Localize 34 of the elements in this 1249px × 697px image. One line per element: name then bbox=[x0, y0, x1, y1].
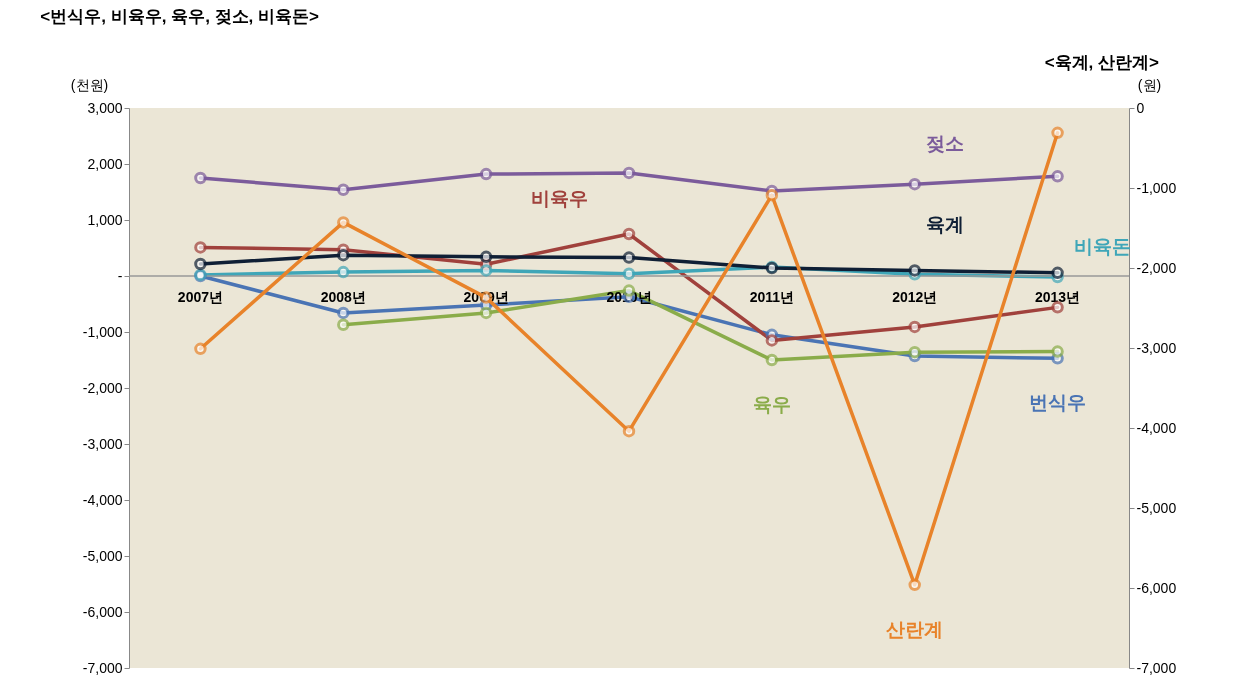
text: <육계, 산란계> bbox=[1044, 53, 1160, 72]
x-tick-label: 2013년 bbox=[1034, 289, 1081, 305]
y2-tick-label: -7,000 bbox=[1136, 659, 1177, 676]
y2-tick-label: -6,000 bbox=[1136, 579, 1177, 596]
series-label: 젖소 bbox=[925, 133, 964, 155]
y2-tick-label: -5,000 bbox=[1136, 499, 1177, 516]
y2-tick-label: -1,000 bbox=[1136, 179, 1177, 196]
y-tick-label: -2,000 bbox=[82, 379, 123, 396]
x-tick-label: 2011년 bbox=[749, 289, 795, 305]
y2-tick-label: -2,000 bbox=[1136, 259, 1177, 276]
y-tick-label: - bbox=[117, 267, 123, 284]
y-tick-label: 2,000 bbox=[87, 155, 123, 172]
y-tick-label: -3,000 bbox=[82, 435, 123, 452]
y-tick-label: 1,000 bbox=[87, 211, 123, 228]
x-tick-label: 2012년 bbox=[892, 289, 938, 305]
y2-axis-title: (원) bbox=[1137, 76, 1162, 93]
text: 산란계 bbox=[886, 618, 944, 640]
x-tick-label: 2007년 bbox=[177, 289, 224, 305]
series-label: 육계 bbox=[925, 214, 964, 236]
series-label: 육우 bbox=[752, 394, 791, 415]
chart-title: <번식우, 비육우, 육우, 젖소, 비육돈> bbox=[40, 7, 320, 26]
y-tick-label: -6,000 bbox=[82, 603, 123, 620]
y-tick-label: -1,000 bbox=[82, 323, 123, 340]
y-tick-label: -7,000 bbox=[82, 659, 123, 676]
y2-tick-label: 0 bbox=[1136, 99, 1145, 116]
series-label: 번식우 bbox=[1029, 392, 1087, 414]
y-tick-label: 3,000 bbox=[87, 99, 123, 116]
y-tick-label: -4,000 bbox=[82, 491, 123, 508]
series-label: 비육우 bbox=[530, 188, 588, 209]
y-axis-title: (천원) bbox=[70, 76, 109, 93]
y2-tick-label: -3,000 bbox=[1136, 339, 1177, 356]
x-tick-label: 2008년 bbox=[320, 289, 366, 305]
y2-tick-label: -4,000 bbox=[1136, 419, 1177, 436]
y-tick-label: -5,000 bbox=[82, 547, 123, 564]
